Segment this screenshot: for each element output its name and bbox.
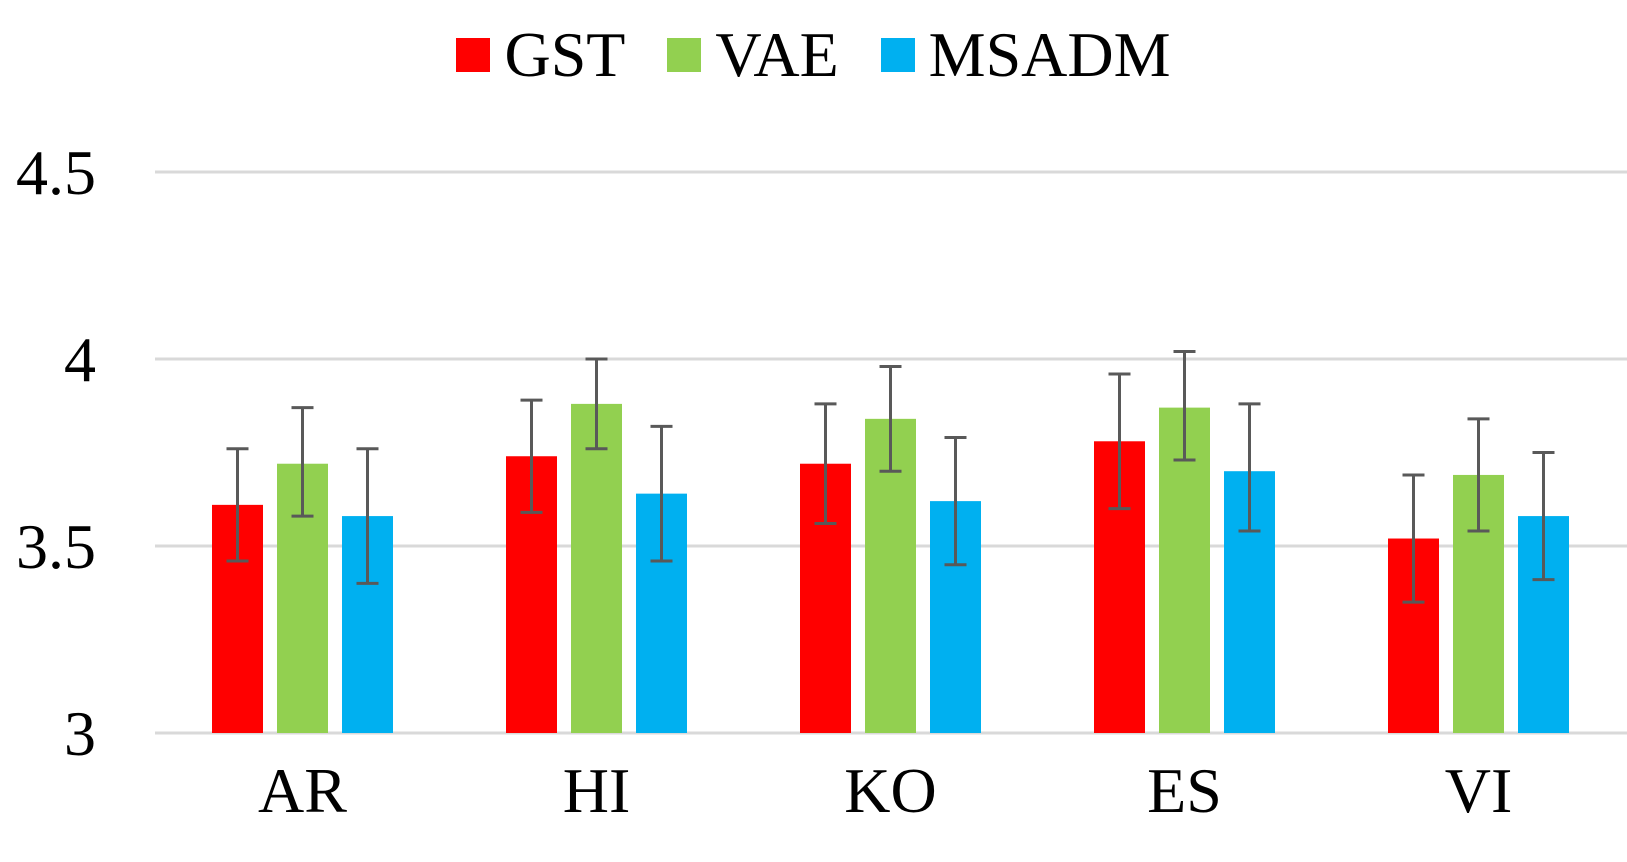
x-tick-label-ar: AR <box>258 755 347 826</box>
x-tick-label-es: ES <box>1147 755 1222 826</box>
legend-label-vae: VAE <box>715 19 839 90</box>
x-tick-label-hi: HI <box>563 755 631 826</box>
bar-vae-es <box>1159 407 1210 733</box>
legend-label-gst: GST <box>504 19 626 90</box>
y-tick-label: 3.5 <box>16 511 96 582</box>
legend-label-msadm: MSADM <box>928 19 1171 90</box>
x-axis-tick-labels: AR HI KO ES VI <box>258 755 1512 826</box>
y-axis-tick-labels: 3 3.5 4 4.5 <box>16 137 96 769</box>
legend-swatch-vae <box>667 38 702 72</box>
y-tick-label: 4 <box>64 324 96 395</box>
chart-legend: GST VAE MSADM <box>0 18 1627 92</box>
legend-item-vae: VAE <box>667 18 839 92</box>
legend-item-gst: GST <box>456 18 625 92</box>
y-tick-label: 4.5 <box>16 137 96 208</box>
legend-item-msadm: MSADM <box>880 18 1171 92</box>
x-tick-label-ko: KO <box>844 755 936 826</box>
bars <box>212 403 1569 733</box>
error-bars <box>226 350 1555 604</box>
legend-swatch-gst <box>456 38 491 72</box>
x-tick-label-vi: VI <box>1445 755 1513 826</box>
y-tick-label: 3 <box>64 698 96 769</box>
legend-swatch-msadm <box>880 38 915 72</box>
bar-vae-hi <box>571 403 622 733</box>
